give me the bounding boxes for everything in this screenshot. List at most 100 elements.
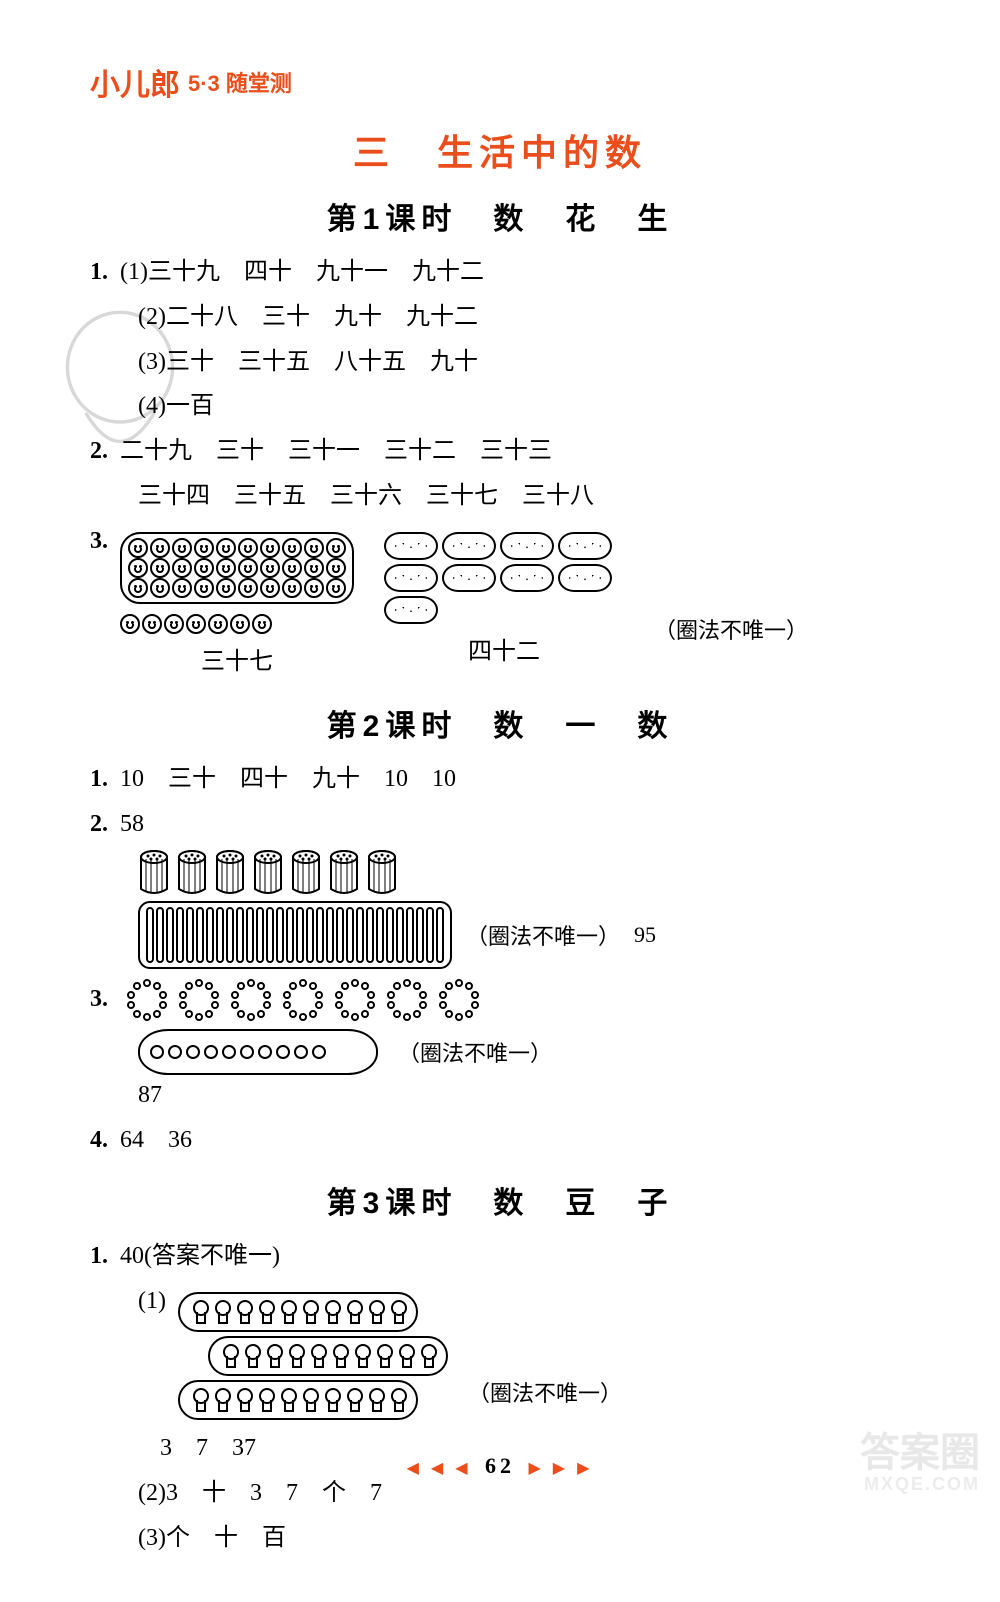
bulb-icon (300, 1388, 318, 1412)
peanut-icon (384, 532, 438, 560)
bulb-icon (352, 1344, 370, 1368)
lesson-1-title: 第1课时 数 花 生 (90, 194, 910, 238)
stick-icon (176, 907, 184, 963)
bulb-pod (178, 1380, 418, 1420)
stick-icon (426, 907, 434, 963)
faces-value: 三十七 (201, 642, 273, 683)
bulb-pods (178, 1292, 448, 1424)
bead-icon (312, 1045, 326, 1059)
faces-circled (120, 532, 354, 604)
q-number: 1. (90, 1236, 120, 1277)
bead-icon (294, 1045, 308, 1059)
l1-q2: 2.二十九 三十 三十一 三十二 三十三 (90, 431, 910, 472)
bead-circle-icon (282, 979, 326, 1023)
bundle-icon (366, 849, 398, 895)
l2-q4-text: 64 36 (120, 1127, 192, 1153)
bead-circle-icon (126, 979, 170, 1023)
stick-icon (236, 907, 244, 963)
bulb-icon (278, 1300, 296, 1324)
peanut-value: 四十二 (468, 632, 540, 673)
stick-icon (276, 907, 284, 963)
bundle-icon (328, 849, 360, 895)
stick-icon (186, 907, 194, 963)
q-number: 4. (90, 1120, 120, 1161)
q-number: 2. (90, 431, 120, 472)
bead-circle-icon (438, 979, 482, 1023)
l1-q1-d: (4)一百 (90, 386, 910, 427)
bundle-icon (138, 849, 170, 895)
stick-icon (396, 907, 404, 963)
q-number: 1. (90, 252, 120, 293)
l3-q1-p1: (1) （圈法不唯一） (90, 1281, 910, 1424)
bulb-icon (212, 1300, 230, 1324)
bead-icon (150, 1045, 164, 1059)
bundle-icon (176, 849, 208, 895)
l2-q3-result: 87 (90, 1075, 910, 1116)
l2-q3-note: （圈法不唯一） (398, 1036, 552, 1068)
l1-q3: 3. 三十七 四十二 （圈法不唯一） (90, 521, 910, 683)
stick-icon (346, 907, 354, 963)
bulb-icon (234, 1388, 252, 1412)
bulb-icon (256, 1388, 274, 1412)
bulb-icon (190, 1388, 208, 1412)
bulb-icon (366, 1300, 384, 1324)
stick-icon (196, 907, 204, 963)
stick-icon (366, 907, 374, 963)
l2-q1: 1.10 三十 四十 九十 10 10 (90, 759, 910, 800)
page-number: 62 (485, 1453, 515, 1478)
peanut-icon (442, 564, 496, 592)
lesson-2-title: 第2课时 数 一 数 (90, 701, 910, 745)
bead-icon (168, 1045, 182, 1059)
l1-q1: 1.(1)三十九 四十 九十一 九十二 (90, 252, 910, 293)
peanut-icon (384, 564, 438, 592)
bulb-icon (286, 1344, 304, 1368)
stick-icon (376, 907, 384, 963)
l3-q1: 1.40(答案不唯一) (90, 1236, 910, 1277)
peanut-icon (384, 596, 438, 624)
bulb-pod (178, 1292, 418, 1332)
faces-group: 三十七 (120, 532, 354, 684)
peanut-icon (500, 564, 554, 592)
stick-icon (286, 907, 294, 963)
peanut-icon (500, 532, 554, 560)
chapter-title: 三 生活中的数 (90, 124, 910, 176)
bulb-icon (308, 1344, 326, 1368)
stick-icon (316, 907, 324, 963)
brand-logo: 小儿郎 (90, 60, 180, 104)
bean-pod (138, 1029, 378, 1075)
stick-icon (266, 907, 274, 963)
sticks-row (138, 901, 452, 969)
stick-icon (416, 907, 424, 963)
brand-header: 小儿郎 5·3 随堂测 (90, 60, 910, 104)
bulb-pod (208, 1336, 448, 1376)
stick-icon (146, 907, 154, 963)
bead-icon (276, 1045, 290, 1059)
stick-icon (386, 907, 394, 963)
bulb-icon (344, 1300, 362, 1324)
bulb-icon (278, 1388, 296, 1412)
stick-icon (326, 907, 334, 963)
bundles-diagram: （圈法不唯一） 95 (90, 849, 910, 969)
q-number: 3. (90, 979, 120, 1020)
bundle-icon (252, 849, 284, 895)
stick-icon (216, 907, 224, 963)
stick-icon (296, 907, 304, 963)
bulb-icon (190, 1300, 208, 1324)
bead-circle-icon (230, 979, 274, 1023)
bulb-icon (418, 1344, 436, 1368)
bulb-icon (322, 1300, 340, 1324)
stick-icon (246, 907, 254, 963)
bulb-icon (234, 1300, 252, 1324)
stick-icon (166, 907, 174, 963)
l2-q2-result: 95 (634, 922, 656, 948)
l1-q1-a: (1)三十九 四十 九十一 九十二 (120, 259, 484, 285)
brand-subtitle: 5·3 随堂测 (188, 66, 292, 98)
stick-icon (436, 907, 444, 963)
bundle-icon (214, 849, 246, 895)
l1-q1-b: (2)二十八 三十 九十 九十二 (90, 297, 910, 338)
bulb-icon (374, 1344, 392, 1368)
l1-q2-a: 二十九 三十 三十一 三十二 三十三 (120, 438, 552, 464)
bulb-icon (212, 1388, 230, 1412)
l2-q1-text: 10 三十 四十 九十 10 10 (120, 766, 456, 792)
bulb-icon (264, 1344, 282, 1368)
